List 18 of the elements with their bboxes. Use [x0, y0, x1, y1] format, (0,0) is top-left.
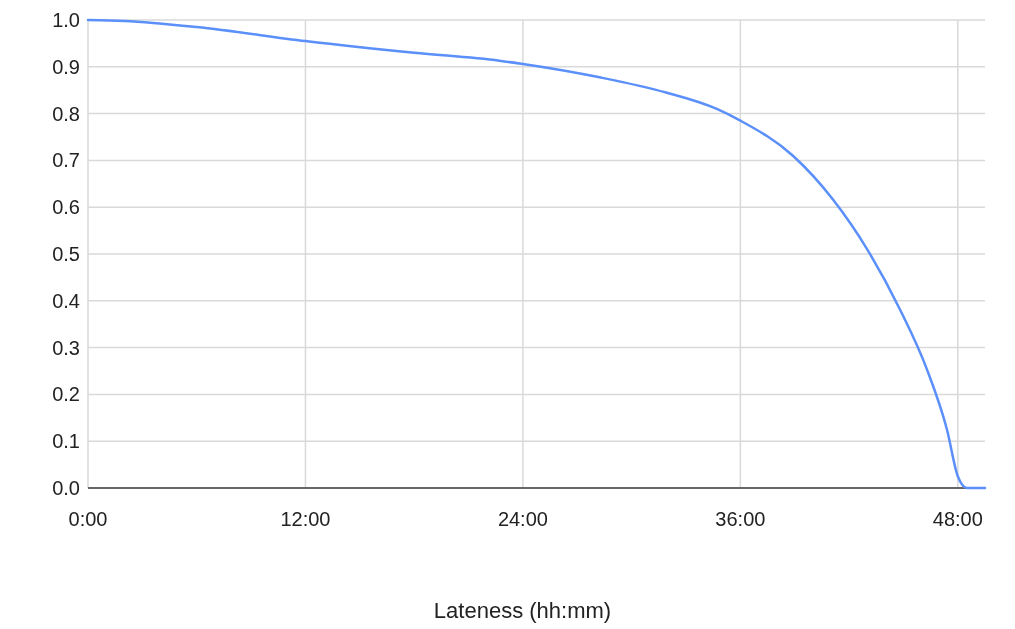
y-tick-label: 1.0: [52, 9, 80, 31]
line-series: [86, 18, 987, 490]
y-tick-label: 0.5: [52, 243, 80, 265]
y-tick-label: 0.1: [52, 430, 80, 453]
y-tick-label: 0.2: [52, 383, 80, 406]
y-tick-label: 0.3: [52, 336, 80, 359]
y-tick-label: 0.7: [52, 149, 80, 172]
x-tick-label: 24:00: [497, 508, 548, 530]
x-tick-label: 12:00: [280, 508, 331, 530]
y-tick-label: 0.4: [52, 289, 80, 312]
y-tick-label: 0.0: [52, 477, 80, 499]
y-tick-label: 0.6: [52, 196, 80, 219]
y-tick-label: 0.8: [52, 102, 80, 125]
x-tick-label: 36:00: [715, 508, 766, 530]
x-axis-title: Lateness (hh:mm): [433, 598, 612, 623]
x-tick-label: 48:00: [932, 508, 983, 530]
y-tick-label: 0.9: [52, 55, 80, 78]
x-tick-label: 0:00: [68, 508, 108, 530]
